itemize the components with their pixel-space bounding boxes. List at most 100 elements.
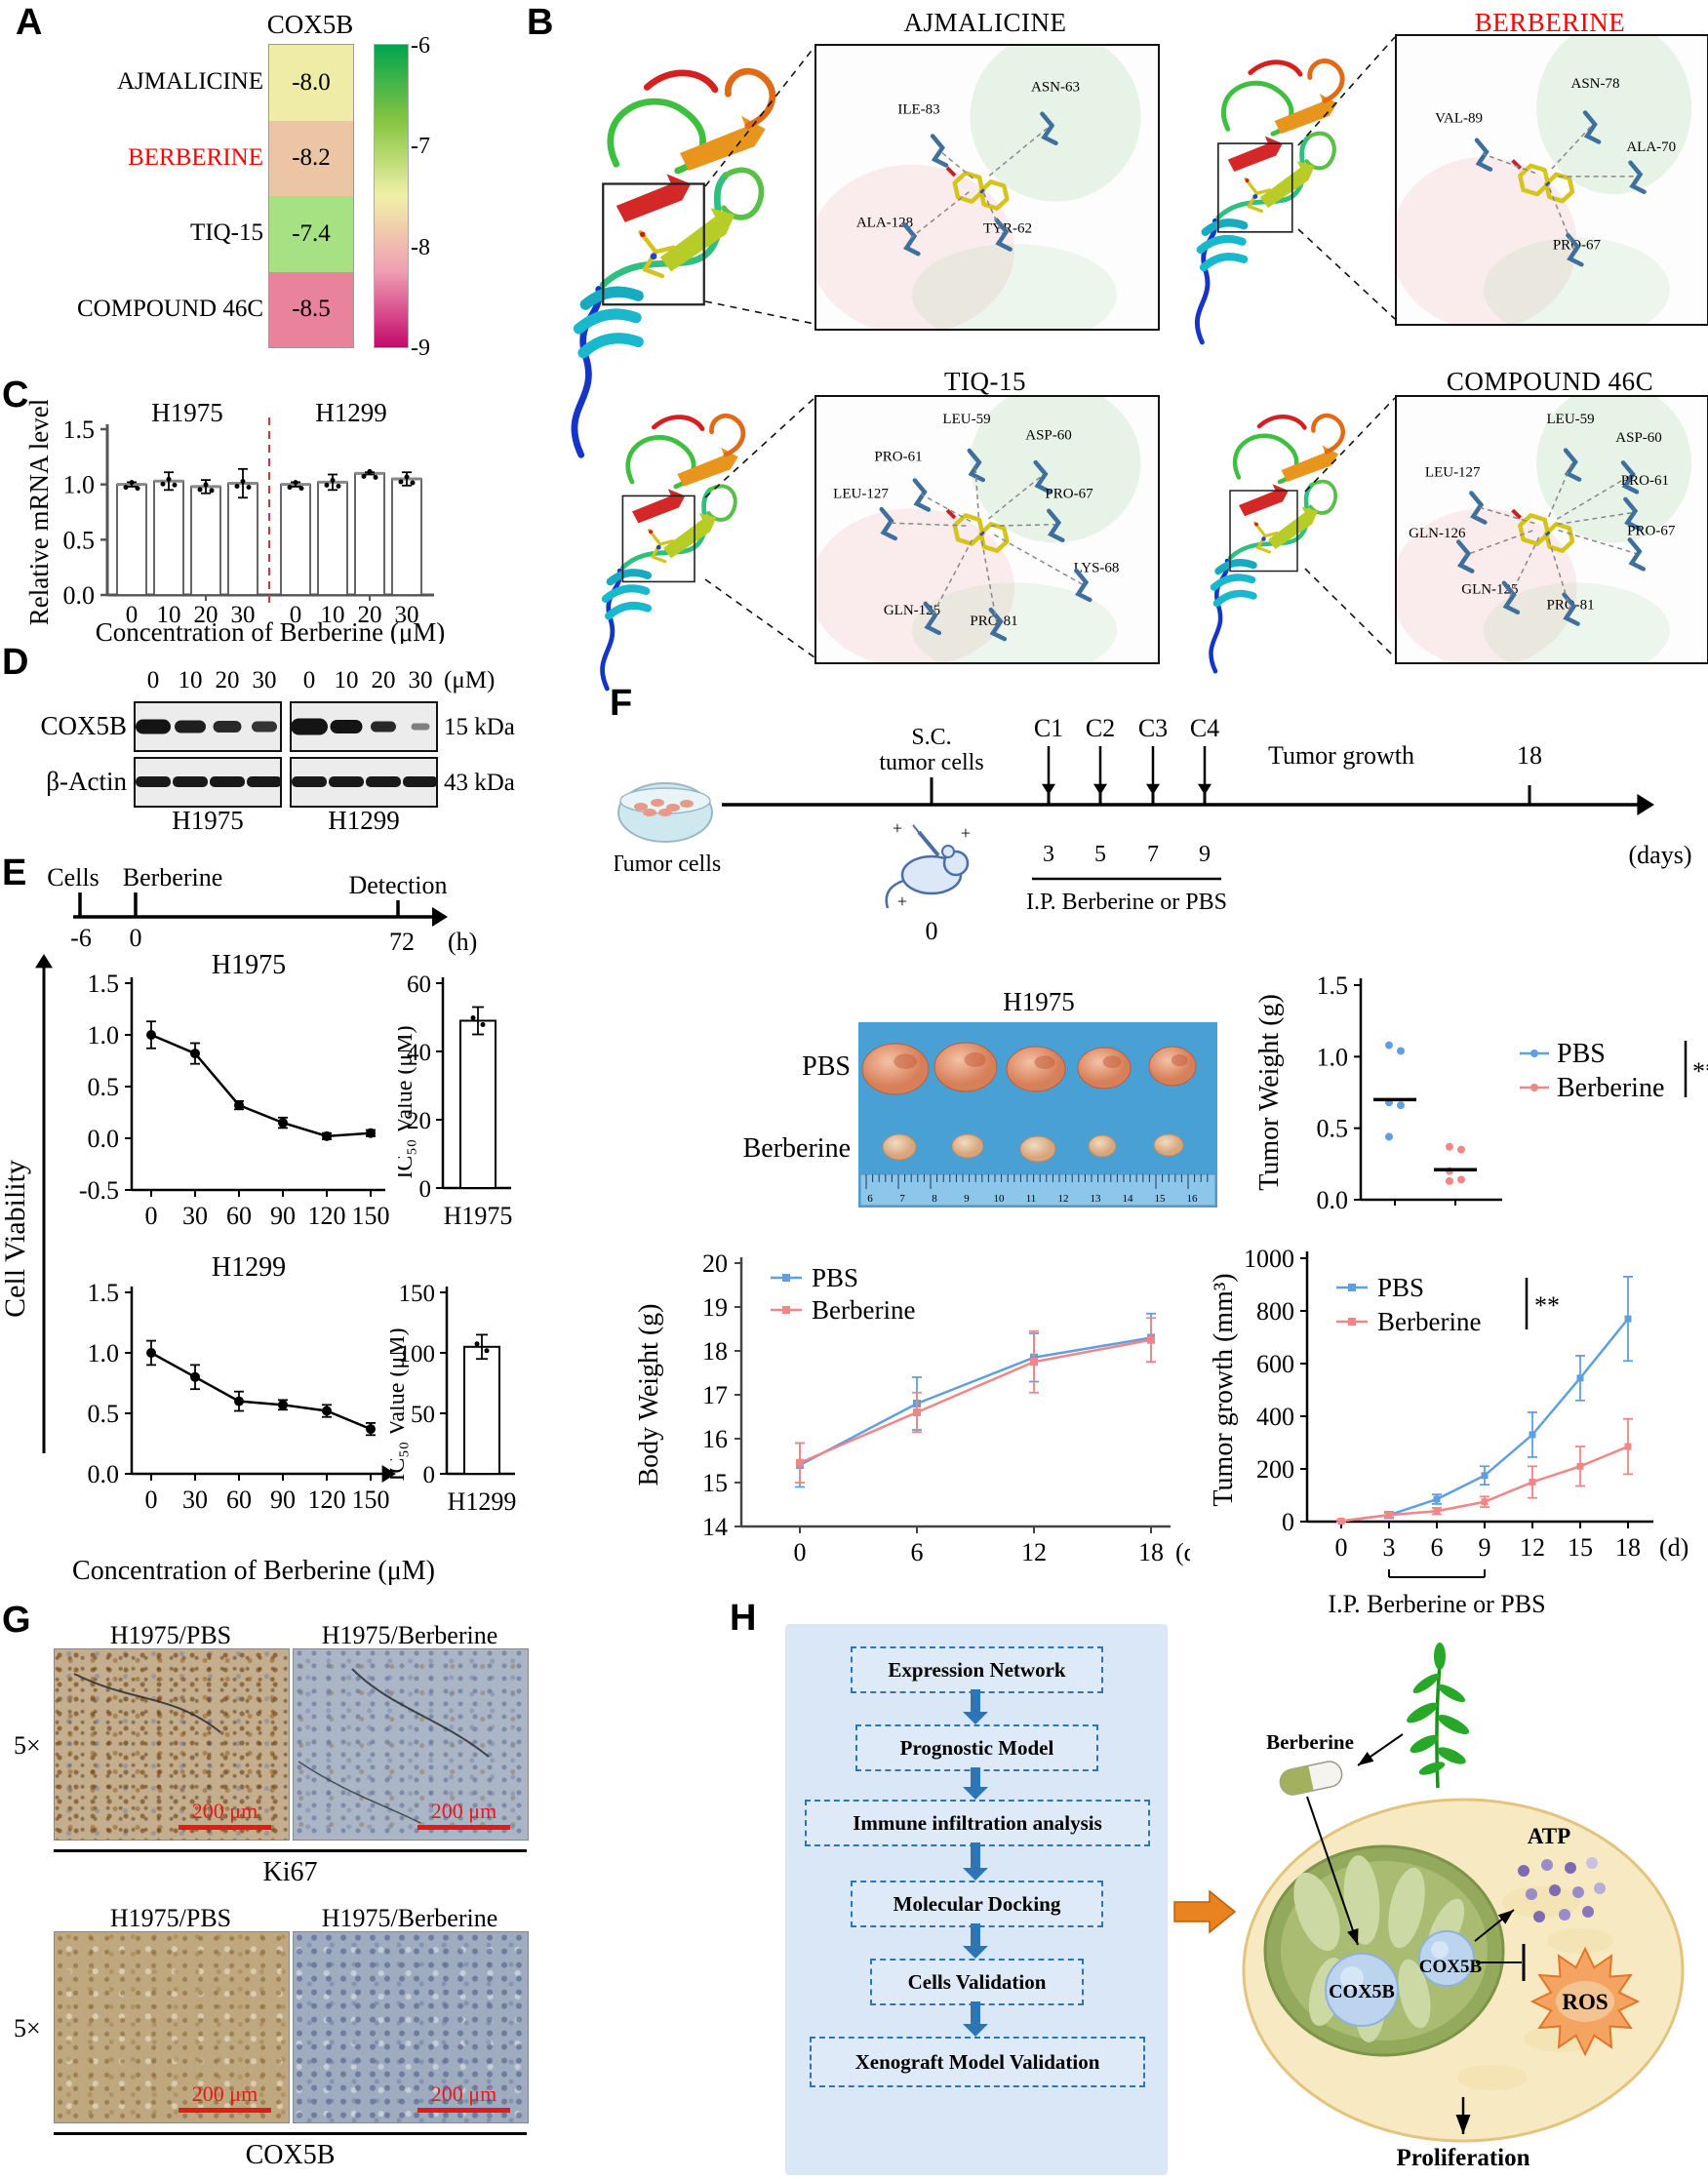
ic50-chart-h1299: 0 50 100 150 IC₅₀ Value (μM) H1299	[390, 1281, 516, 1516]
ribbon	[1210, 574, 1256, 591]
ribbon	[1199, 253, 1249, 272]
y-axis-label: Relative mRNA level	[24, 400, 54, 625]
residue-label: GLN-126	[1409, 526, 1466, 541]
cycle-label: C1	[1034, 714, 1063, 742]
panel-label-c: C	[2, 375, 29, 416]
ligand-o	[1511, 159, 1523, 170]
protein-band	[329, 776, 364, 787]
data-point	[322, 1130, 332, 1141]
bg-ribbon	[1390, 508, 1577, 668]
y-tick-label: 14	[702, 1513, 728, 1541]
scatter-point	[1446, 1142, 1453, 1151]
residue-label: TYR-62	[983, 220, 1032, 236]
scale-text: 200 μm	[430, 1798, 497, 1823]
ligand-n	[1544, 531, 1551, 536]
data-point	[796, 1458, 804, 1467]
ligand-stick	[1254, 188, 1272, 195]
tissue-crack-lines	[73, 1673, 221, 1733]
ruler-number: 14	[1123, 1193, 1134, 1205]
ic50-bar	[459, 1019, 497, 1189]
y-tick-label: 1.5	[88, 970, 120, 998]
tumor-cell-dot	[680, 800, 694, 808]
docking-inset: ASN-78 VAL-89 ALA-70 PRO-67	[1390, 21, 1708, 341]
residue-stick	[1628, 160, 1647, 195]
x-tick-label: 30	[231, 602, 256, 628]
y-tick-label: -0.5	[79, 1176, 119, 1205]
data-dot	[287, 485, 293, 491]
lane-label: 20	[216, 667, 240, 693]
ribbon	[1256, 415, 1307, 430]
data-dot	[367, 468, 373, 474]
arrow-capsule-to-cox5b	[1306, 1796, 1359, 1946]
syringe-needle	[912, 824, 923, 837]
viability-chart-h1975: H1975 1.5 1.0 0.5 0.0 -0.5 0 30 60 90 120 150	[79, 950, 390, 1230]
scatter-point	[1385, 1132, 1393, 1141]
cell-line-label: H1975	[172, 806, 244, 835]
y-tick-label: 0	[423, 1462, 436, 1488]
y-tick-label: 1.0	[1317, 1043, 1349, 1071]
ihc-image: 200 μm	[293, 1931, 529, 2123]
atp-dot	[1526, 1888, 1537, 1900]
x-tick-label: 20	[358, 602, 382, 628]
tumor-shade	[1171, 1054, 1188, 1066]
scatter-point	[1397, 1047, 1405, 1055]
x-tick-label: 30	[395, 602, 419, 628]
residue-label: LEU-59	[942, 412, 990, 427]
timeline-time: 18	[1517, 741, 1542, 770]
cycle-label: C3	[1138, 714, 1168, 742]
residue-label: LYS-68	[1074, 561, 1120, 576]
ruler-number: 8	[932, 1193, 937, 1205]
data-point	[1576, 1374, 1584, 1382]
data-dot	[123, 485, 129, 491]
bar	[391, 478, 422, 596]
residue-stick	[1033, 459, 1052, 495]
interaction-line	[931, 539, 973, 618]
scale-bar: 200 μm	[179, 2081, 271, 2113]
ligand-atom	[639, 231, 646, 238]
marker-underline	[54, 1849, 527, 1852]
mouse-tail	[885, 879, 904, 909]
residue-label: ASN-63	[1031, 79, 1080, 95]
heatmap-row-label: TIQ-15	[190, 219, 263, 246]
scatter-point	[1446, 1176, 1453, 1185]
tumor-photo-title: H1975	[1003, 987, 1075, 1016]
tumor-shade	[894, 1053, 918, 1069]
magnification-label: 5×	[14, 2014, 41, 2042]
interaction-line	[974, 463, 980, 517]
protein-band	[292, 776, 327, 787]
ribbon	[1212, 589, 1257, 608]
ruler-number: 12	[1058, 1193, 1069, 1205]
body-weight-chart: 20 19 18 17 16 15 14 Body Weight (g) 0 6 12 18 (d) PB…	[634, 1249, 1190, 1566]
ligand-ring	[1518, 163, 1551, 197]
residue-label: ILE-83	[897, 102, 939, 118]
data-dot	[484, 1348, 490, 1354]
cell-line-label: H1299	[328, 806, 400, 835]
residue-stick	[930, 134, 949, 168]
flow-arrow-shaft	[971, 1689, 980, 1713]
colorbar-tick-label: -7	[411, 134, 430, 160]
ribbon	[599, 172, 730, 289]
cox5b-highlight	[1340, 1966, 1364, 1990]
data-line	[1340, 1318, 1629, 1523]
colorbar-tick-label: -9	[411, 335, 430, 361]
residue-label: LEU-59	[1547, 412, 1595, 427]
complex-title-berberine: BERBERINE	[1474, 8, 1626, 37]
residue-stick	[988, 607, 1008, 642]
residue-stick	[1566, 232, 1584, 267]
x-tick-label: 0	[126, 602, 139, 628]
data-point	[366, 1424, 376, 1435]
ligand-o	[945, 508, 957, 520]
x-axis-label: Concentration of Berberine (μM)	[96, 617, 446, 644]
flow-arrow-head	[963, 1787, 988, 1800]
lane-label: 30	[253, 667, 277, 693]
y-tick-label: 1.5	[88, 1279, 120, 1307]
colorbar-tick-label: -8	[411, 234, 430, 260]
tumor-berberine	[1019, 1135, 1056, 1163]
ihc-title: H1975/PBS	[109, 1904, 232, 1932]
data-dot	[160, 481, 166, 487]
significance: **	[1534, 1291, 1560, 1320]
beta-strand	[659, 208, 735, 272]
x-tick-label: 90	[270, 1486, 296, 1514]
